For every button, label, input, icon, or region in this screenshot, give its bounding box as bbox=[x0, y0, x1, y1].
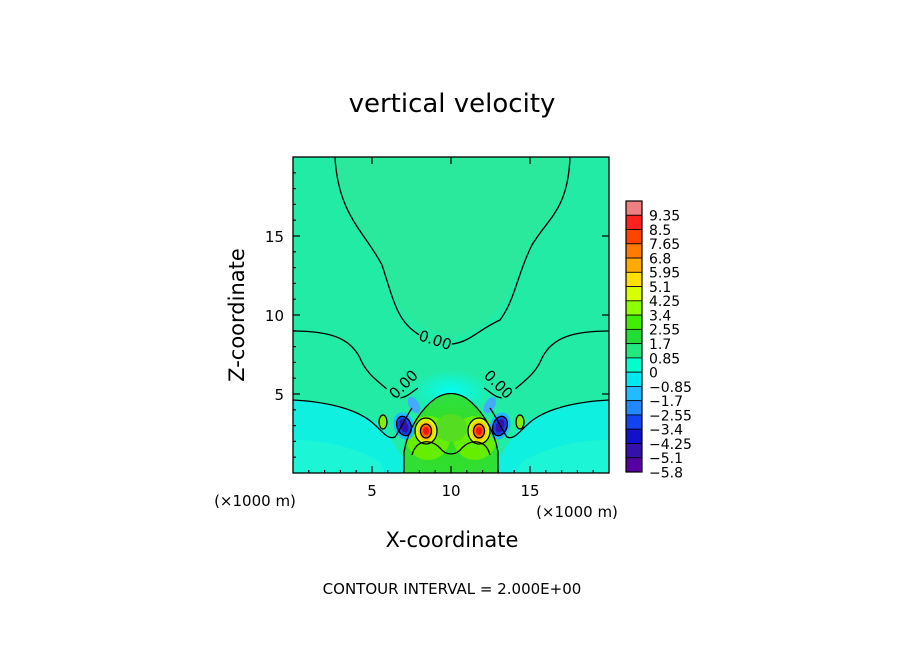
axis-tick-labels: 5 10 15 5 10 15 bbox=[265, 228, 540, 500]
contour-lower-left bbox=[293, 399, 413, 439]
contour-label-bg bbox=[385, 366, 421, 402]
colorbar-label: −0.85 bbox=[649, 380, 692, 396]
colorbar-swatch bbox=[625, 428, 643, 444]
colorbar-label: −1.7 bbox=[649, 394, 683, 410]
colorbar-label: 5.95 bbox=[649, 266, 680, 282]
contour-min-right bbox=[491, 415, 509, 437]
y-axis-label: Z-coordinate bbox=[225, 248, 249, 382]
colorbar-label: −4.25 bbox=[649, 437, 692, 453]
chart-title: vertical velocity bbox=[349, 89, 556, 119]
colorbar-label: 3.4 bbox=[649, 308, 671, 324]
zero-contours bbox=[293, 157, 609, 473]
contour-interval: CONTOUR INTERVAL = 2.000E+00 bbox=[323, 580, 582, 598]
colorbar-label: 8.5 bbox=[649, 223, 671, 239]
y-tick-label: 5 bbox=[274, 386, 284, 404]
colorbar-swatch bbox=[625, 386, 643, 402]
colorbar-label: 6.8 bbox=[649, 251, 671, 267]
colorbar: 9.358.57.656.85.955.14.253.42.551.70.850… bbox=[625, 200, 692, 481]
y-tick-label: 15 bbox=[265, 228, 284, 246]
colorbar-frame bbox=[625, 200, 643, 473]
contour-max-right-inner bbox=[472, 423, 486, 439]
colorbar-label: 7.65 bbox=[649, 237, 680, 253]
contour-max-left-inner bbox=[419, 423, 433, 439]
colorbar-swatch bbox=[625, 371, 643, 387]
colorbar-label: 0 bbox=[649, 366, 658, 382]
contour-upper bbox=[334, 157, 571, 345]
colorbar-swatch bbox=[625, 243, 643, 259]
colorbar-label: 0.85 bbox=[649, 351, 680, 367]
side-cell-left bbox=[379, 415, 387, 429]
colorbar-swatch bbox=[625, 200, 643, 216]
x-tick-label: 15 bbox=[520, 482, 539, 500]
contour-label-bg bbox=[481, 366, 517, 402]
contour-mid-left bbox=[293, 330, 419, 399]
colorbar-label: 5.1 bbox=[649, 280, 671, 296]
y-unit-label: (×1000 m) bbox=[536, 503, 618, 521]
colorbar-label: 1.7 bbox=[649, 337, 671, 353]
colorbar-swatch bbox=[625, 328, 643, 345]
x-unit-label: (×1000 m) bbox=[214, 492, 296, 510]
colorbar-swatch bbox=[625, 343, 643, 359]
x-tick-label: 5 bbox=[367, 482, 377, 500]
colorbar-label: 2.55 bbox=[649, 323, 680, 339]
x-axis-label: X-coordinate bbox=[386, 528, 519, 552]
contour-label-bg bbox=[416, 326, 455, 353]
field-upper-region bbox=[335, 157, 570, 338]
plot-area: 0.000.00 0.00 bbox=[293, 157, 609, 473]
colorbar-swatch bbox=[625, 214, 643, 230]
colorbar-swatch bbox=[625, 414, 643, 430]
contour-min-left bbox=[395, 415, 413, 437]
colorbar-swatch bbox=[625, 257, 643, 273]
axis-ticks bbox=[293, 157, 609, 473]
colorbar-label: −2.55 bbox=[649, 408, 692, 424]
x-tick-label: 10 bbox=[441, 482, 460, 500]
colorbar-label: −3.4 bbox=[649, 423, 683, 439]
colorbar-label: 4.25 bbox=[649, 294, 680, 310]
colorbar-swatch bbox=[625, 300, 643, 316]
colorbar-swatch bbox=[625, 229, 643, 245]
colorbar-label: −5.8 bbox=[649, 465, 683, 481]
contour-side-left bbox=[378, 414, 388, 430]
colorbar-swatch bbox=[625, 400, 643, 416]
contour-lower-right bbox=[489, 399, 609, 439]
contour-max-right bbox=[467, 417, 491, 445]
field-updraft-lobe-center bbox=[435, 414, 467, 442]
colorbar-swatch bbox=[625, 314, 643, 330]
contour-center-lobe bbox=[411, 441, 491, 456]
colorbar-label: 9.35 bbox=[649, 209, 680, 225]
colorbar-swatch bbox=[625, 286, 643, 302]
colorbar-swatch bbox=[625, 271, 643, 287]
colorbar-label: −5.1 bbox=[649, 451, 683, 467]
field-lower-band-right bbox=[517, 440, 609, 473]
field-lower-band-left bbox=[293, 440, 385, 473]
y-tick-label: 10 bbox=[265, 307, 284, 325]
side-cell-right bbox=[516, 415, 524, 429]
contour-side-right bbox=[515, 414, 525, 430]
contour-mid-right bbox=[483, 330, 609, 399]
colorbar-swatch bbox=[625, 457, 643, 473]
colorbar-swatch bbox=[625, 443, 643, 459]
colorbar-swatch bbox=[625, 357, 643, 373]
contour-max-left bbox=[414, 417, 438, 445]
